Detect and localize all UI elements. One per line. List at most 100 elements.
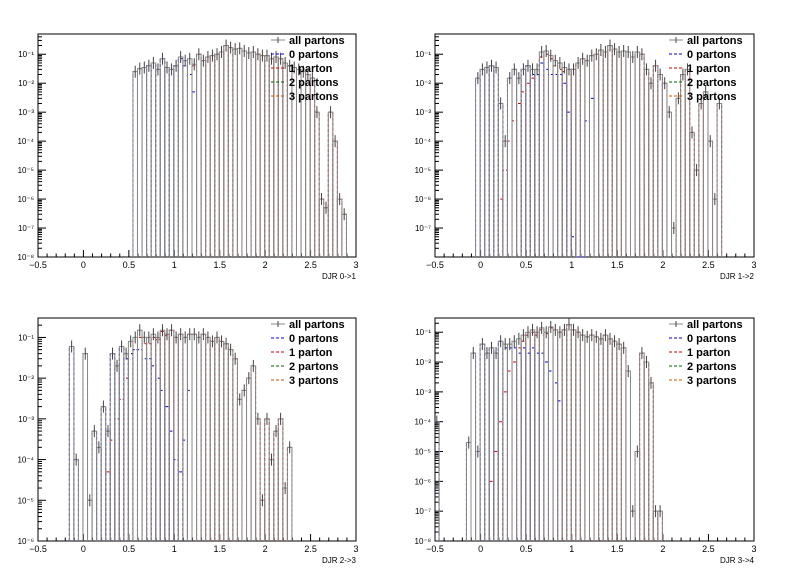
histogram-bin	[602, 51, 609, 257]
histogram-bin	[470, 352, 477, 541]
histogram-bin	[141, 336, 148, 541]
histogram-bin	[123, 358, 129, 541]
histogram-bin	[186, 333, 193, 541]
histogram-bin	[506, 347, 513, 541]
histogram-bin	[282, 62, 288, 257]
histogram-bin	[488, 480, 495, 541]
histogram-bin	[132, 349, 138, 541]
histogram-bin	[255, 418, 261, 541]
histogram-bin	[639, 53, 645, 257]
histogram-bin	[246, 377, 252, 541]
histogram-bin	[584, 336, 590, 541]
histogram-bin	[584, 336, 590, 541]
histogram-bin	[598, 49, 604, 257]
legend-entry: all partons	[687, 35, 743, 47]
histogram-bin	[689, 131, 695, 257]
x-tick-label: 2.5	[304, 260, 317, 270]
histogram-bin	[625, 51, 632, 257]
histogram-bin	[73, 459, 79, 541]
y-tick-label: 10⁻⁵	[18, 166, 34, 175]
histogram-bin	[282, 487, 288, 541]
histogram-bin	[570, 329, 577, 541]
histogram-bin	[511, 68, 518, 257]
histogram-bin	[511, 347, 518, 541]
histogram-bin	[712, 198, 718, 257]
histogram-bin	[268, 58, 275, 257]
histogram-bin	[209, 55, 216, 257]
histogram-bin	[223, 343, 229, 541]
histogram-bin	[475, 451, 481, 541]
histogram-bin	[520, 68, 527, 257]
histogram-bin	[593, 53, 600, 257]
histogram-bin	[91, 430, 98, 541]
histogram-bin	[584, 60, 590, 257]
histogram-bin	[525, 334, 531, 541]
histogram-bin	[182, 439, 188, 541]
y-tick-label: 10⁻²	[18, 79, 34, 88]
histogram-bin	[268, 58, 275, 257]
histogram-bin	[114, 365, 120, 541]
histogram-bin	[118, 345, 125, 541]
histogram-bin	[643, 361, 650, 541]
histogram-bin	[534, 331, 540, 541]
histogram-bin	[634, 51, 641, 257]
y-tick-label: 10⁻⁵	[415, 166, 431, 175]
histogram-bin	[150, 62, 157, 257]
x-tick-label: −0.5	[29, 544, 47, 554]
histogram-bin	[511, 68, 518, 257]
histogram-bin	[196, 336, 202, 541]
histogram-bin	[502, 391, 508, 541]
histogram-bin	[506, 140, 513, 257]
histogram-bin	[716, 102, 723, 257]
histogram-bin	[209, 55, 216, 257]
histogram-bin	[327, 111, 334, 257]
x-tick-label: 1	[172, 544, 177, 554]
histogram-bin	[598, 338, 604, 541]
histogram-bin	[182, 336, 188, 541]
histogram-bin	[502, 347, 508, 541]
histogram-bin	[561, 329, 568, 541]
legend-entry: 0 partons	[687, 333, 737, 345]
histogram-bin	[214, 336, 220, 541]
legend-entry: all partons	[289, 319, 345, 331]
x-tick-label: 0	[81, 260, 86, 270]
histogram-bin	[259, 499, 266, 541]
histogram-bin	[309, 77, 316, 257]
histogram-bin	[588, 97, 595, 257]
x-tick-label: 2.5	[304, 544, 317, 554]
x-tick-label: 1.5	[213, 544, 226, 554]
histogram-bin	[177, 56, 184, 257]
histogram-bin	[186, 333, 193, 541]
histogram-bin	[200, 60, 207, 257]
y-tick-label: 10⁻⁸	[415, 537, 432, 546]
histogram-bin	[588, 55, 595, 257]
histogram-bin	[318, 198, 325, 257]
histogram-bin	[534, 352, 540, 541]
histogram-bin	[538, 51, 545, 257]
histogram-bin	[602, 334, 609, 541]
histogram-bin	[675, 97, 682, 257]
histogram-bin	[214, 53, 220, 257]
histogram-bin	[150, 336, 157, 541]
histogram-bin	[227, 349, 234, 541]
histogram-bin	[557, 68, 563, 257]
histogram-bin	[114, 365, 120, 541]
histogram-bin	[552, 65, 559, 257]
histogram-bin	[693, 169, 700, 257]
histogram-bin	[716, 102, 723, 257]
y-tick-label: 10⁻³	[415, 388, 431, 397]
histogram-bin	[109, 353, 116, 541]
y-tick-label: 10⁻³	[18, 415, 34, 424]
histogram-bin	[588, 334, 595, 541]
histogram-bin	[520, 68, 527, 257]
histogram-bin	[648, 82, 654, 257]
histogram-bin	[141, 66, 148, 257]
histogram-bin	[538, 329, 545, 541]
histogram-bin	[497, 340, 504, 541]
histogram-bin	[236, 47, 243, 257]
histogram-bin	[191, 63, 198, 257]
histogram-bin	[200, 60, 207, 257]
histogram-bin	[132, 336, 138, 541]
histogram-bin	[223, 45, 229, 257]
histogram-bin	[579, 334, 586, 541]
